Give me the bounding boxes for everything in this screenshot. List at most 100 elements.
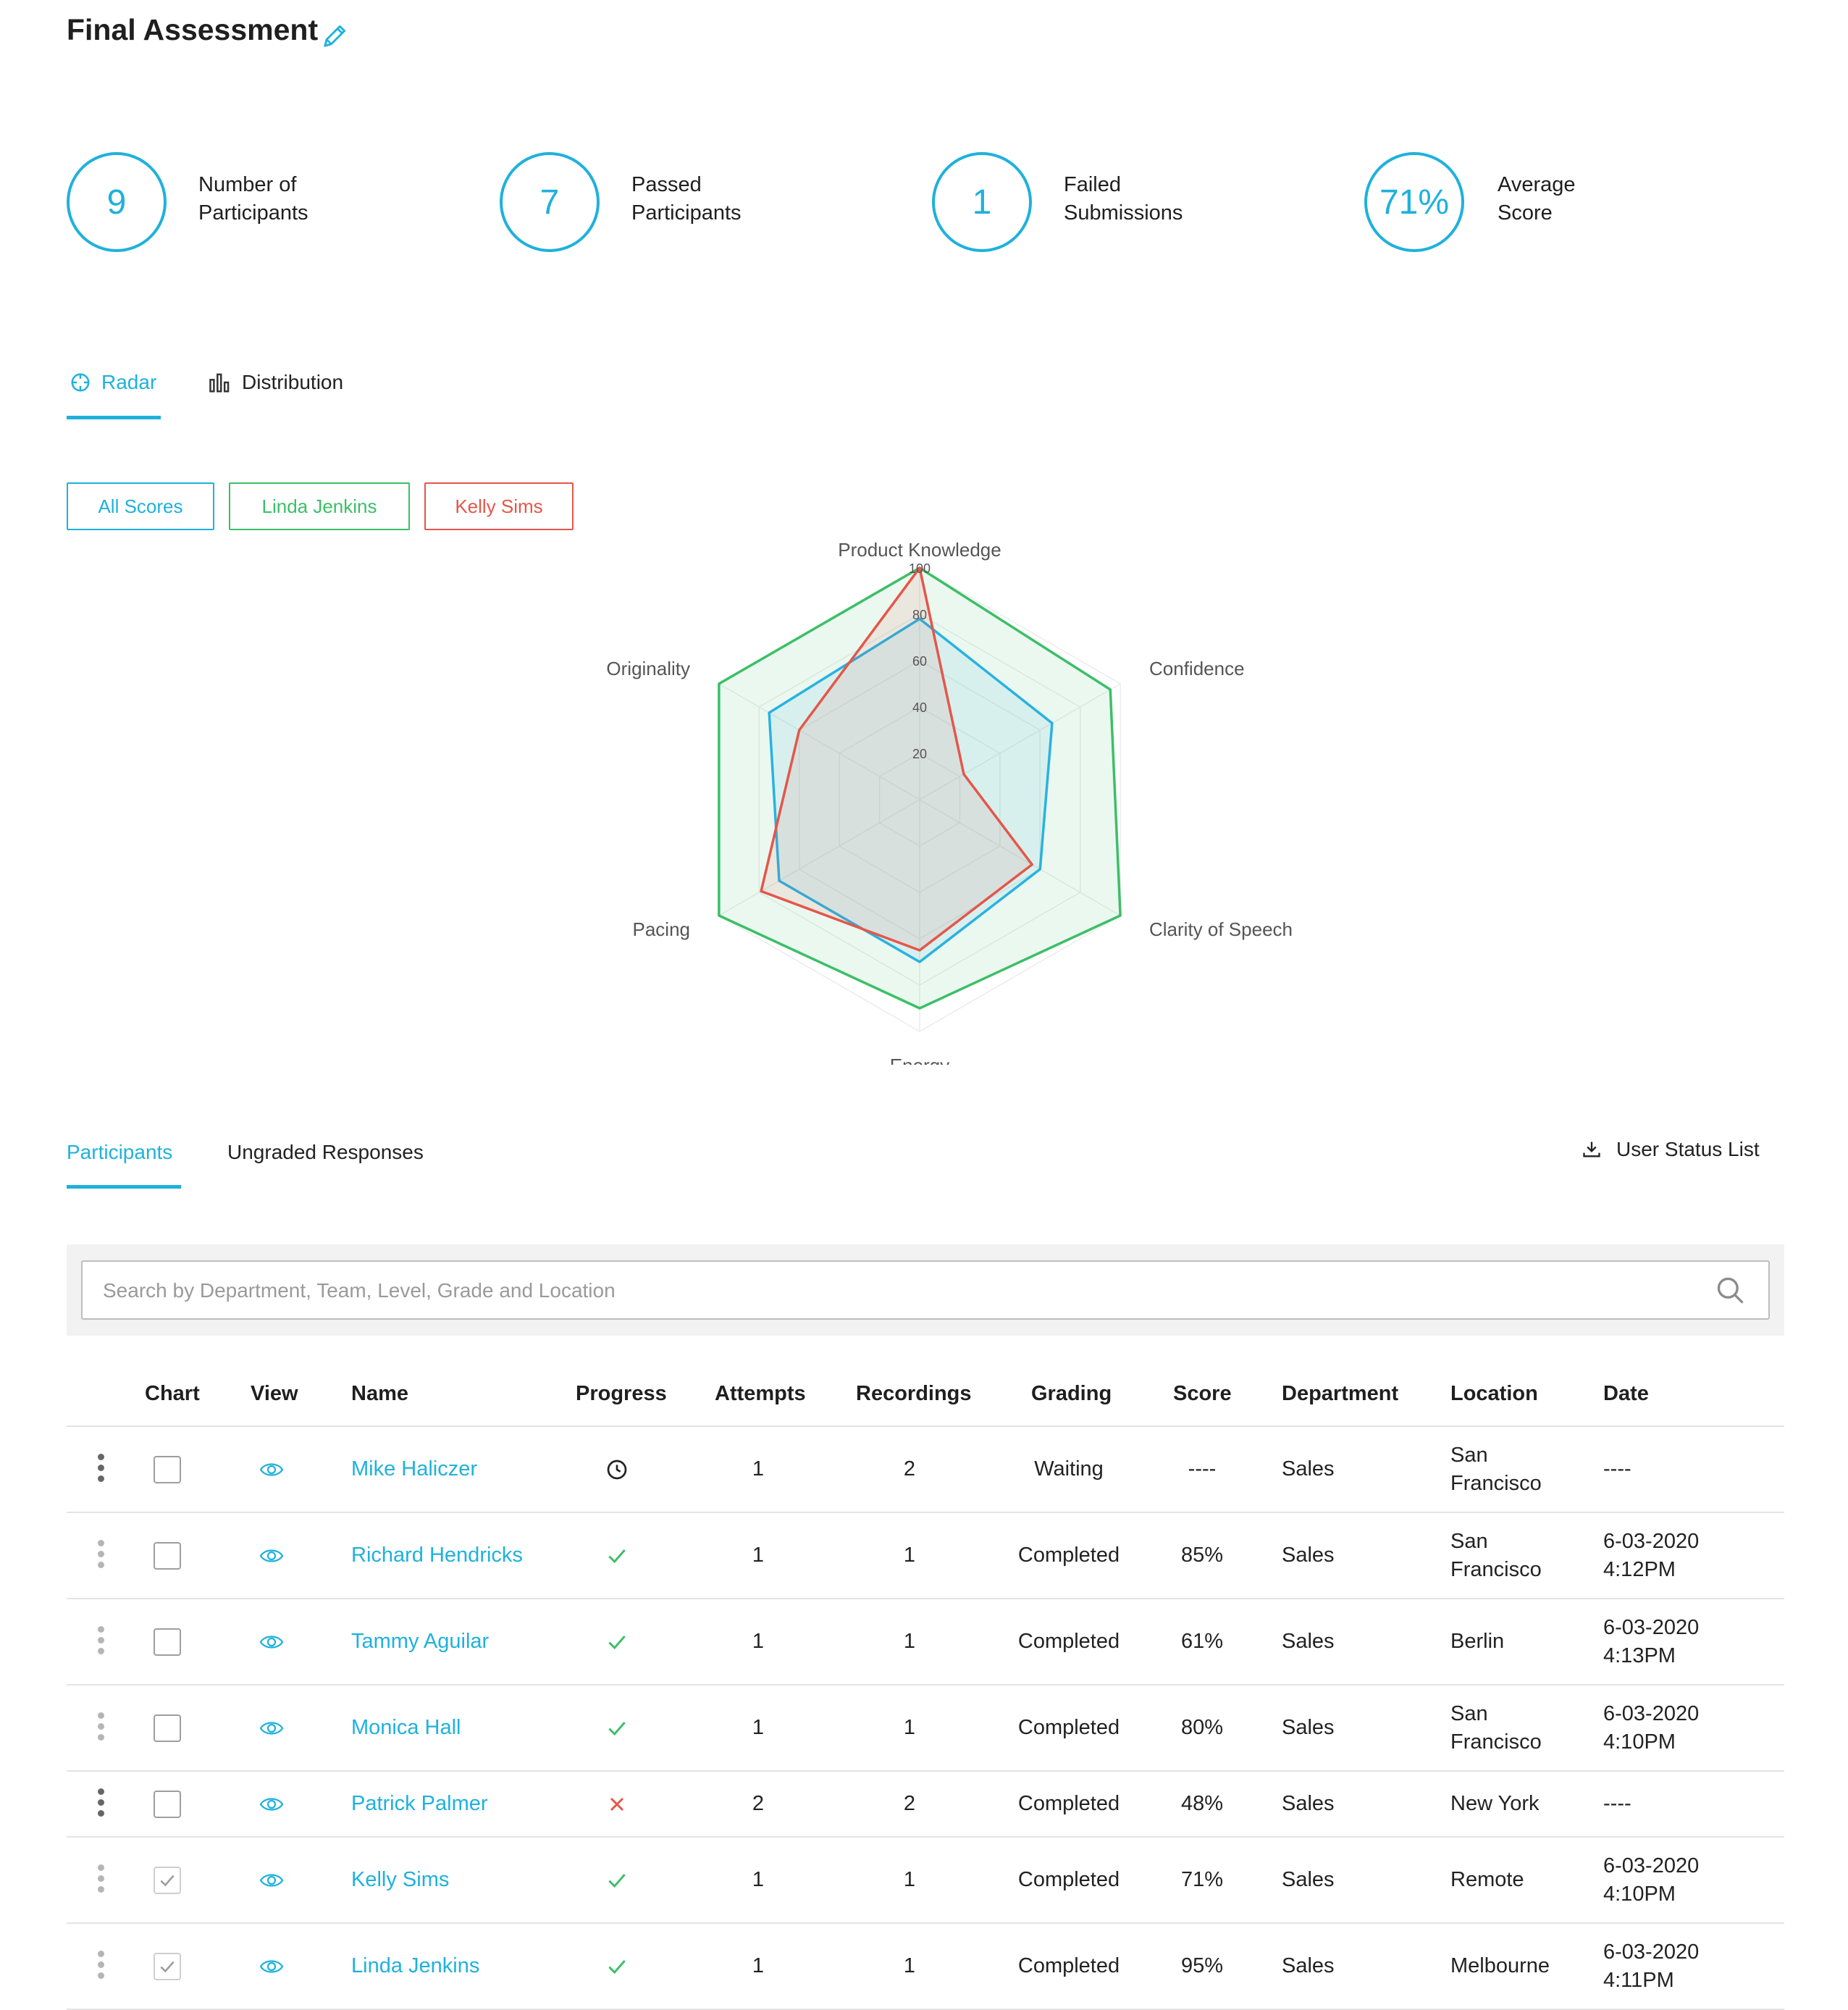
date-line: ----	[1603, 1791, 1631, 1815]
tab-label: Ungraded Responses	[227, 1141, 424, 1163]
row-menu-icon[interactable]	[98, 1539, 105, 1573]
chart-checkbox[interactable]	[154, 1714, 181, 1742]
location-cell: San Francisco	[1450, 1528, 1542, 1584]
x-icon	[605, 1793, 629, 1816]
radar-spoke	[718, 683, 920, 800]
column-header-view[interactable]: View	[251, 1382, 298, 1405]
recordings-cell: 1	[903, 1867, 916, 1891]
participant-name-link[interactable]: Monica Hall	[351, 1715, 461, 1739]
participant-name-link[interactable]: Kelly Sims	[351, 1867, 450, 1891]
row-divider	[67, 1512, 1784, 1513]
chart-checkbox[interactable]	[154, 1952, 181, 1980]
chart-checkbox[interactable]	[154, 1790, 181, 1818]
score-cell: 85%	[1180, 1543, 1224, 1567]
row-menu-icon[interactable]	[98, 1950, 105, 1983]
view-eye-icon[interactable]	[259, 1958, 284, 1975]
search-input[interactable]	[101, 1262, 1697, 1320]
column-header-progress[interactable]: Progress	[576, 1382, 667, 1405]
column-header-department[interactable]: Department	[1282, 1382, 1399, 1405]
participant-name-link[interactable]: Patrick Palmer	[351, 1791, 488, 1815]
column-header-score[interactable]: Score	[1173, 1382, 1232, 1405]
date-line: 6-03-2020	[1603, 1854, 1700, 1877]
participant-name-link[interactable]: Tammy Aguilar	[351, 1629, 490, 1653]
radar-axis-label: Confidence	[1149, 658, 1245, 679]
recordings-cell: 2	[903, 1791, 916, 1815]
participant-name-link[interactable]: Richard Hendricks	[351, 1543, 523, 1567]
participant-name-link[interactable]: Mike Haliczer	[351, 1457, 478, 1481]
chart-checkbox[interactable]	[154, 1866, 181, 1894]
location-line: Francisco	[1450, 1730, 1542, 1754]
grading-cell: Completed	[1017, 1629, 1120, 1653]
view-eye-icon[interactable]	[259, 1872, 284, 1889]
column-header-location[interactable]: Location	[1450, 1382, 1538, 1405]
view-eye-icon[interactable]	[259, 1720, 284, 1737]
stat-value-circle: 1	[932, 152, 1032, 252]
tab-radar[interactable]: Radar	[70, 371, 156, 394]
filter-kelly-sims-button[interactable]: Kelly Sims	[424, 482, 574, 530]
view-eye-icon[interactable]	[259, 1461, 284, 1478]
view-eye-icon[interactable]	[259, 1547, 284, 1565]
user-status-list-button[interactable]: User Status List	[1582, 1138, 1760, 1161]
score-cell: ----	[1188, 1457, 1217, 1481]
search-icon[interactable]	[1715, 1275, 1747, 1307]
filter-linda-jenkins-button[interactable]: Linda Jenkins	[229, 482, 410, 530]
date-cell: 6-03-2020 4:10PM	[1603, 1852, 1699, 1909]
row-menu-icon[interactable]	[98, 1788, 105, 1821]
row-menu-icon[interactable]	[98, 1453, 105, 1486]
date-line: 6-03-2020	[1603, 1529, 1700, 1553]
stat-label: Failed Submissions	[1064, 171, 1223, 227]
radar-tick-label: 100	[909, 561, 931, 576]
department-cell: Sales	[1282, 1629, 1335, 1653]
date-line: 6-03-2020	[1603, 1701, 1700, 1725]
radar-axis-label: Energy	[890, 1055, 949, 1065]
view-eye-icon[interactable]	[259, 1633, 284, 1651]
date-cell: ----	[1603, 1790, 1631, 1818]
download-icon	[1583, 1142, 1600, 1157]
date-line: 4:10PM	[1603, 1882, 1676, 1906]
stat-label-line: Score	[1498, 201, 1553, 225]
stat-label: Number of Participants	[198, 171, 358, 227]
grading-cell: Completed	[1017, 1715, 1120, 1739]
stat-value-circle: 7	[500, 152, 600, 252]
active-tab-indicator	[67, 1185, 181, 1189]
row-menu-icon[interactable]	[98, 1712, 105, 1745]
chart-checkbox[interactable]	[154, 1628, 181, 1656]
date-line: 4:10PM	[1603, 1730, 1676, 1754]
column-header-recordings[interactable]: Recordings	[856, 1382, 972, 1405]
check-icon	[605, 1717, 629, 1740]
tab-participants[interactable]: Participants	[67, 1141, 172, 1164]
active-tab-indicator	[67, 416, 161, 419]
column-header-attempts[interactable]: Attempts	[715, 1382, 806, 1405]
recordings-cell: 2	[903, 1457, 916, 1481]
stat-value-circle: 9	[67, 152, 167, 252]
filter-all-scores-button[interactable]: All Scores	[67, 482, 214, 530]
stat-label: Average Score	[1498, 171, 1657, 227]
radar-axis-label: Pacing	[633, 918, 691, 940]
check-icon	[605, 1630, 629, 1654]
radar-tick-label: 40	[912, 700, 927, 715]
view-eye-icon[interactable]	[259, 1796, 284, 1813]
tab-ungraded-responses[interactable]: Ungraded Responses	[227, 1141, 424, 1164]
row-menu-icon[interactable]	[98, 1864, 105, 1897]
column-header-date[interactable]: Date	[1603, 1382, 1649, 1405]
score-cell: 61%	[1180, 1629, 1224, 1653]
grading-cell: Completed	[1017, 1954, 1120, 1977]
date-line: 6-03-2020	[1603, 1940, 1700, 1964]
grading-cell: Completed	[1017, 1791, 1120, 1815]
pencil-icon[interactable]	[322, 22, 349, 49]
location-cell: New York	[1450, 1790, 1540, 1818]
column-header-grading[interactable]: Grading	[1031, 1382, 1112, 1405]
location-cell: San Francisco	[1450, 1700, 1542, 1756]
chart-checkbox[interactable]	[154, 1541, 181, 1570]
column-header-chart[interactable]: Chart	[145, 1382, 200, 1405]
attempts-cell: 1	[752, 1457, 765, 1481]
chart-checkbox[interactable]	[154, 1455, 181, 1483]
column-header-name[interactable]: Name	[351, 1382, 408, 1405]
participant-name-link[interactable]: Linda Jenkins	[351, 1954, 480, 1977]
stat-label-line: Participants	[631, 201, 742, 225]
tab-distribution[interactable]: Distribution	[209, 371, 343, 394]
date-line: 4:13PM	[1603, 1643, 1676, 1667]
row-menu-icon[interactable]	[98, 1625, 105, 1659]
check-icon	[160, 1961, 175, 1972]
